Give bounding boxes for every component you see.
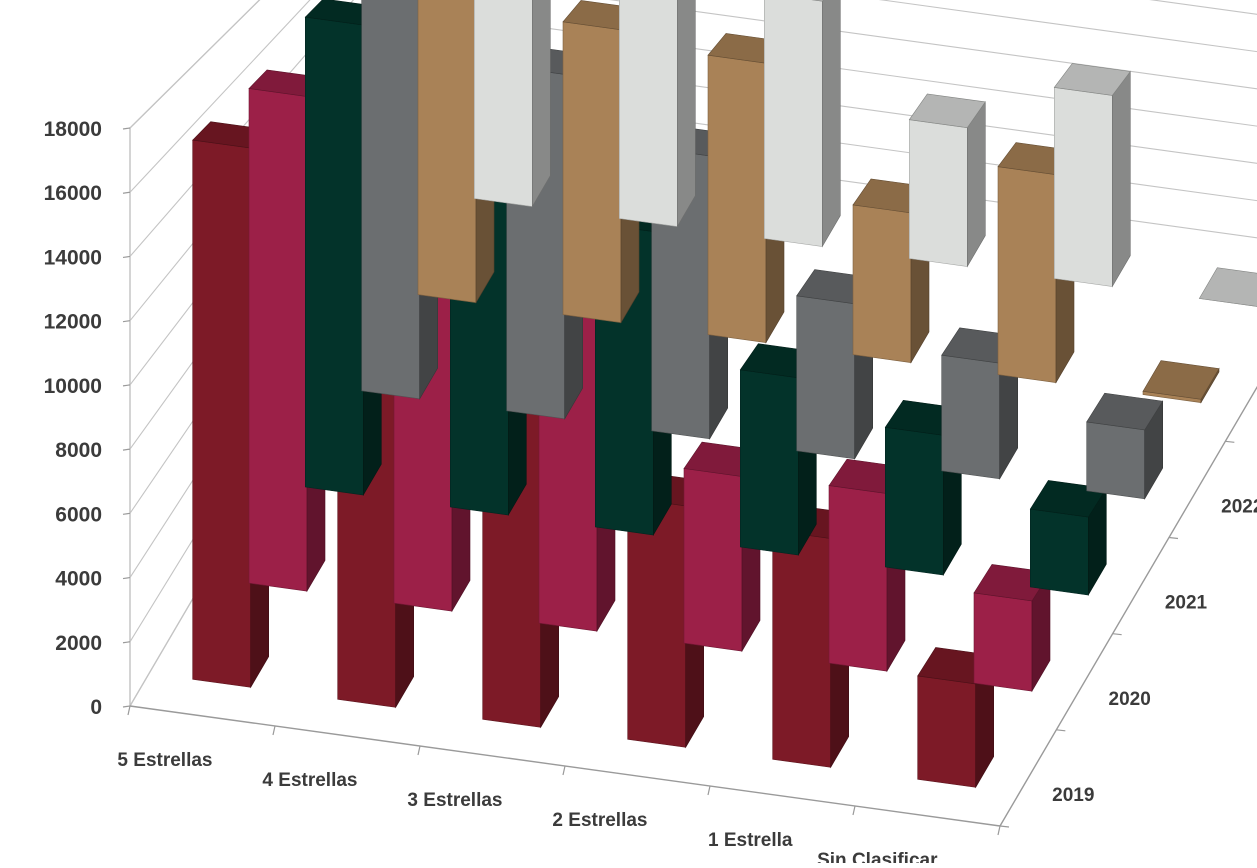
bar-top-face xyxy=(1053,63,1131,96)
bar-2024-1 xyxy=(618,0,696,228)
bar-side-face xyxy=(821,0,841,248)
bar-front-face xyxy=(796,295,856,460)
bar-top-face xyxy=(1142,360,1220,400)
y-tick-label: 6000 xyxy=(55,503,102,526)
z-tick-mark xyxy=(1112,633,1122,636)
y-tick-mark xyxy=(122,576,131,580)
x-tick-label: 3 Estrellas xyxy=(407,790,502,811)
bar-2024-3 xyxy=(908,93,986,268)
x-tick-mark xyxy=(997,825,1001,836)
bar-2024-4 xyxy=(1053,63,1131,288)
bar-front-face xyxy=(1030,508,1089,596)
bar-front-face xyxy=(248,88,308,592)
bar-2021-5 xyxy=(1029,480,1107,597)
bar-front-face xyxy=(908,119,968,267)
chart-axes xyxy=(122,127,1257,836)
y-tick-label: 2000 xyxy=(55,632,102,655)
bar-side-face xyxy=(676,0,696,228)
bar-front-face xyxy=(973,592,1033,692)
z-tick-mark xyxy=(1056,729,1066,732)
z-tick-mark xyxy=(999,825,1010,828)
bar-front-face xyxy=(852,204,912,363)
bar-front-face xyxy=(828,485,888,672)
x-tick-label: Sin Clasificar xyxy=(817,850,938,863)
x-tick-mark xyxy=(272,725,276,736)
y-tick-mark xyxy=(122,448,131,451)
x-tick-mark xyxy=(852,805,856,816)
y-tick-mark xyxy=(122,641,131,644)
y-tick-label: 18000 xyxy=(44,118,102,141)
y-tick-mark xyxy=(122,320,131,323)
bar-front-face xyxy=(1054,87,1113,287)
bar-front-face xyxy=(772,530,832,768)
bar-side-face xyxy=(531,0,551,208)
y-tick-label: 4000 xyxy=(55,568,102,591)
x-tick-mark xyxy=(127,705,131,716)
x-tick-label: 4 Estrellas xyxy=(262,770,357,791)
gridline xyxy=(129,0,261,129)
bar-2024-0 xyxy=(473,0,551,208)
bar-side-face xyxy=(1112,70,1131,288)
bar-front-face xyxy=(997,166,1057,383)
bar-front-face xyxy=(562,21,622,323)
x-tick-mark xyxy=(562,765,566,776)
z-tick-label: 2019 xyxy=(1052,785,1094,806)
y-tick-mark xyxy=(122,705,131,708)
y-tick-label: 8000 xyxy=(55,439,102,462)
bar-2024-5 xyxy=(1198,267,1257,307)
bar-2023-5 xyxy=(1142,360,1220,404)
y-tick-mark xyxy=(122,127,131,130)
y-tick-mark xyxy=(122,255,131,259)
x-tick-mark xyxy=(707,785,711,796)
chart-bars xyxy=(192,0,1257,789)
bar-front-face xyxy=(1086,421,1145,500)
bar-front-face xyxy=(417,0,477,303)
z-tick-mark xyxy=(1168,536,1179,540)
z-tick-label: 2020 xyxy=(1109,689,1151,710)
bar-top-face xyxy=(811,0,824,2)
x-tick-label: 5 Estrellas xyxy=(117,750,212,771)
bar-front-face xyxy=(884,426,944,576)
z-tick-mark xyxy=(1225,440,1235,443)
x-tick-label: 2 Estrellas xyxy=(552,810,647,831)
x-tick-label: 1 Estrella xyxy=(708,830,793,851)
bar-2022-5 xyxy=(1086,392,1164,500)
z-tick-label: 2022 xyxy=(1221,496,1257,517)
gridline xyxy=(129,0,311,193)
bar-front-face xyxy=(627,497,687,748)
bar-front-face xyxy=(739,369,799,556)
bar-front-face xyxy=(192,139,251,688)
chart-tick-labels: 0 2000 4000 6000 8000 10000 12000 14000 16000 180… xyxy=(44,118,1257,868)
bar-2019-5 xyxy=(917,647,995,789)
y-tick-mark xyxy=(122,512,131,515)
bar-2024-2 xyxy=(763,0,841,248)
y-tick-mark xyxy=(122,191,131,194)
y-tick-label: 0 xyxy=(90,696,102,719)
y-tick-label: 10000 xyxy=(44,375,102,398)
bar-front-face xyxy=(763,0,823,247)
bar-top-face xyxy=(908,93,986,129)
bar-front-face xyxy=(707,54,767,343)
z-tick-label: 2021 xyxy=(1165,593,1208,614)
x-tick-mark xyxy=(417,745,421,756)
bar-front-face xyxy=(941,354,1001,480)
bar-front-face xyxy=(917,675,977,788)
bar-front-face xyxy=(304,16,364,496)
y-tick-label: 16000 xyxy=(44,182,102,205)
y-tick-label: 12000 xyxy=(44,311,102,334)
bar-front-face xyxy=(361,0,421,400)
y-tick-label: 14000 xyxy=(44,246,102,269)
y-tick-mark xyxy=(122,384,131,387)
bar-front-face xyxy=(618,0,678,227)
bar-top-face xyxy=(1086,392,1164,431)
bar-front-face xyxy=(473,0,533,207)
bar-front-face xyxy=(683,468,743,652)
bar-side-face xyxy=(966,100,986,268)
bar-top-face xyxy=(1198,267,1257,307)
